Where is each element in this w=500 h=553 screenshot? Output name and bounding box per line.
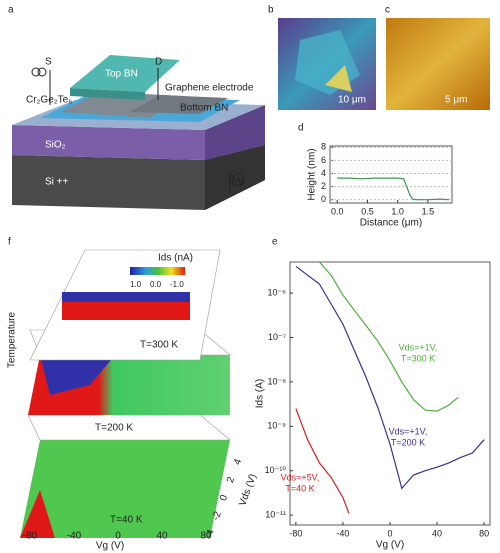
colorbar-title: Ids (nA) <box>158 253 193 264</box>
y-axis-label: Height (nm) <box>307 148 318 200</box>
device-schematic <box>12 55 265 210</box>
data-line <box>295 265 485 490</box>
x-tick-label: 1.0 <box>391 206 404 216</box>
y-axis-label: Vds (V) <box>237 473 259 508</box>
z-axis-label: Temperature <box>7 311 18 368</box>
colorbar-tick: 0.0 <box>150 280 162 289</box>
annotation: T=300 K <box>401 353 435 363</box>
x-tick-label: -80 <box>23 531 38 542</box>
plane-label: T=300 K <box>140 340 178 351</box>
temperature-planes <box>20 249 231 538</box>
annotation: T=200 K <box>391 437 425 447</box>
scale-bar-label: 5 μm <box>445 95 467 106</box>
y-tick-label: 10⁻⁹ <box>267 421 286 431</box>
panel-label: f <box>8 237 11 248</box>
scale-bar-label: 10 μm <box>338 95 366 106</box>
panel-label: c <box>385 5 390 16</box>
x-tick-label: 80 <box>479 528 489 538</box>
panel-label: e <box>272 237 278 248</box>
annotation: Vds=+1V, <box>399 342 438 352</box>
x-tick-label: 0.5 <box>361 206 374 216</box>
annotation: Vds=+5V, <box>281 472 320 482</box>
plot-frame <box>329 145 453 204</box>
y-tick-label: 10⁻⁸ <box>267 376 286 386</box>
panel-label: b <box>268 5 274 16</box>
label-bottom-bn: Bottom BN <box>180 103 228 114</box>
y-tick-label: 4 <box>321 168 326 178</box>
y-tick-label: 10⁻¹¹ <box>265 510 286 520</box>
afm-image <box>386 18 490 110</box>
y-tick-label: 10⁻⁷ <box>268 332 286 342</box>
plane-label: T=40 K <box>110 515 143 526</box>
label-drain: D <box>155 57 162 68</box>
data-line <box>318 261 459 412</box>
x-tick-label: -40 <box>336 528 349 538</box>
label-electrode: Graphene electrode <box>165 83 254 94</box>
x-tick-label: 0.0 <box>331 206 344 216</box>
x-axis-label: Vg (V) <box>96 541 124 552</box>
y-tick-label: 10⁻¹⁰ <box>265 465 287 475</box>
y-tick-label: 2 <box>321 181 326 191</box>
label-source: S <box>45 57 52 68</box>
plot-frame <box>289 261 491 526</box>
y-tick-label: 2 <box>225 475 237 484</box>
colorbar-tick: -1.0 <box>170 280 184 289</box>
y-tick-label: 0 <box>218 493 230 502</box>
annotation: Vds=+1V, <box>389 426 428 436</box>
x-tick-label: -80 <box>289 528 302 538</box>
y-axis-label: Ids (A) <box>255 379 266 408</box>
y-tick-label: 8 <box>321 142 326 152</box>
plane-label: T=200 K <box>95 423 133 434</box>
y-tick-label: -4 <box>203 528 217 541</box>
label-oxide: SiO₂ <box>45 140 66 151</box>
label-substrate: Si ++ <box>45 177 69 188</box>
panel-label: a <box>8 5 14 16</box>
data-line <box>295 408 350 514</box>
annotation: T=40 K <box>285 483 314 493</box>
label-top-bn: Top BN <box>105 69 138 80</box>
colorbar-tick: 1.0 <box>130 280 142 289</box>
x-tick-label: 40 <box>432 528 442 538</box>
x-tick-label: -40 <box>67 531 82 542</box>
label-flake: Cr₂Ge₂Te₆ <box>26 95 72 106</box>
x-axis-label: Vg (V) <box>376 540 404 551</box>
y-tick-label: 6 <box>321 155 326 165</box>
y-tick-label: 0 <box>321 194 326 204</box>
x-tick-label: 0 <box>387 528 392 538</box>
x-tick-label: 1.5 <box>422 206 435 216</box>
y-tick-label: 4 <box>232 457 244 466</box>
x-tick-label: 80 <box>200 531 212 542</box>
y-tick-label: 10⁻⁶ <box>268 287 287 297</box>
label-gate: Vg <box>233 176 243 185</box>
panel-label: d <box>298 123 304 134</box>
x-tick-label: 40 <box>156 531 168 542</box>
y-tick-label: -2 <box>210 510 224 523</box>
x-axis-label: Distance (μm) <box>360 218 422 229</box>
x-tick-label: 0 <box>115 531 121 542</box>
data-line <box>337 177 450 201</box>
